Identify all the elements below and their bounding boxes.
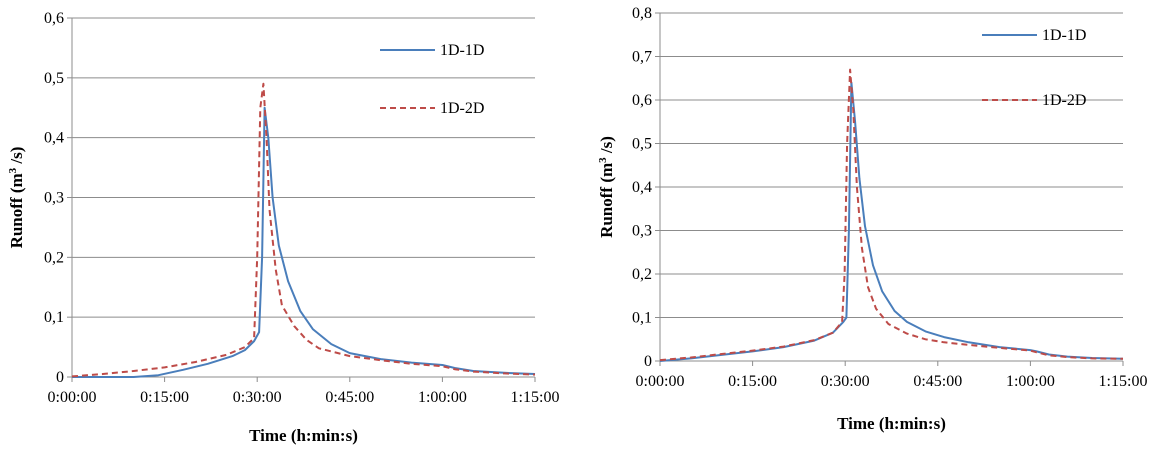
x-tick-label: 1:15:00 — [511, 389, 560, 406]
y-tick-label: 0,4 — [44, 130, 64, 147]
x-tick-label: 1:15:00 — [1099, 373, 1148, 390]
x-tick-label: 0:15:00 — [140, 389, 189, 406]
legend-label: 1D-1D — [440, 42, 484, 59]
x-axis-title: Time (h:min:s) — [837, 414, 946, 433]
runoff-chart-right: 0 0,1 0,2 0,3 0,4 0,5 0,6 0,7 0,8 0:00:00 0:15:00 0… — [597, 5, 1148, 433]
series-line-1d-2d — [71, 82, 536, 378]
legend-label: 1D-2D — [440, 100, 484, 117]
x-tick-label: 0:45:00 — [913, 373, 962, 390]
x-tick-label: 0:00:00 — [48, 389, 97, 406]
x-tick-label: 0:45:00 — [325, 389, 374, 406]
y-tick-label: 0,2 — [44, 249, 64, 266]
series-line-1d-1d — [72, 106, 536, 378]
x-axis-title: Time (h:min:s) — [249, 426, 358, 445]
y-tick-label: 0,3 — [44, 190, 64, 207]
x-tick-label: 1:00:00 — [418, 389, 467, 406]
series-line-1d-2d — [659, 68, 1124, 362]
x-tick-label: 1:00:00 — [1006, 373, 1055, 390]
y-tick-label: 0,6 — [44, 10, 64, 27]
y-tick-label: 0,6 — [632, 92, 652, 109]
legend-label: 1D-1D — [1042, 27, 1086, 44]
y-tick-label: 0 — [56, 369, 64, 386]
runoff-chart-left: 0 0,1 0,2 0,3 0,4 0,5 0,6 0:00:00 0:15:00 0:30:00… — [7, 10, 560, 445]
legend-label: 1D-2D — [1042, 92, 1086, 109]
y-tick-label: 0,5 — [632, 136, 652, 153]
y-tick-label: 0,5 — [44, 70, 64, 87]
y-axis-title: Runoff (m3 /s) — [597, 136, 616, 238]
x-tick-label: 0:30:00 — [233, 389, 282, 406]
y-tick-label: 0,1 — [44, 309, 64, 326]
y-tick-label: 0,4 — [632, 179, 652, 196]
y-tick-label: 0 — [644, 353, 652, 370]
y-tick-label: 0,8 — [632, 5, 652, 22]
y-axis-title: Runoff (m3 /s) — [7, 147, 26, 249]
x-tick-label: 0:00:00 — [636, 373, 685, 390]
y-tick-label: 0,3 — [632, 223, 652, 240]
x-tick-label: 0:30:00 — [821, 373, 870, 390]
x-tick-label: 0:15:00 — [728, 373, 777, 390]
y-tick-label: 0,1 — [632, 310, 652, 327]
y-tick-label: 0,7 — [632, 49, 652, 66]
series-line-1d-1d — [659, 81, 1124, 362]
y-tick-label: 0,2 — [632, 266, 652, 283]
